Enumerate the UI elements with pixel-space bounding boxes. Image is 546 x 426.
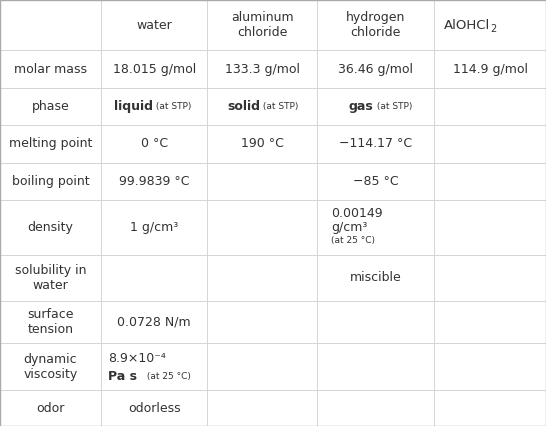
Bar [101,50,207,88]
Text: −85 °C: −85 °C [353,175,398,188]
Bar [434,88,546,125]
Bar [0,50,101,88]
Text: gas: gas [349,100,374,113]
Text: 8.9×10⁻⁴: 8.9×10⁻⁴ [109,352,167,365]
Bar [0,301,101,343]
Text: 99.9839 °C: 99.9839 °C [119,175,189,188]
Bar [0,88,101,125]
Text: (at STP): (at STP) [260,102,299,111]
Bar [434,0,546,50]
Bar [434,200,546,255]
Bar [0,125,101,163]
Bar [434,390,546,426]
Text: water: water [136,19,172,32]
Text: boiling point: boiling point [11,175,90,188]
Bar [207,343,317,390]
Text: AlOHCl: AlOHCl [444,19,490,32]
Text: 2: 2 [490,24,496,34]
Bar [317,125,434,163]
Bar [207,88,317,125]
Bar [101,255,207,301]
Bar [101,200,207,255]
Bar [317,200,434,255]
Text: (at STP): (at STP) [374,102,412,111]
Text: (at 25 °C): (at 25 °C) [331,236,375,245]
Bar [101,390,207,426]
Bar [0,390,101,426]
Text: aluminum
chloride: aluminum chloride [231,11,293,39]
Bar [434,50,546,88]
Text: 36.46 g/mol: 36.46 g/mol [338,63,413,75]
Bar [317,163,434,200]
Text: melting point: melting point [9,138,92,150]
Bar [434,163,546,200]
Bar [317,390,434,426]
Bar [434,125,546,163]
Text: hydrogen
chloride: hydrogen chloride [346,11,405,39]
Text: (at STP): (at STP) [152,102,191,111]
Bar [101,163,207,200]
Bar [207,390,317,426]
Text: solubility in
water: solubility in water [15,264,86,292]
Bar [207,0,317,50]
Bar [0,163,101,200]
Text: miscible: miscible [349,271,401,284]
Bar [101,125,207,163]
Bar [317,343,434,390]
Text: molar mass: molar mass [14,63,87,75]
Text: surface
tension: surface tension [27,308,74,336]
Bar [317,0,434,50]
Text: 190 °C: 190 °C [241,138,283,150]
Bar [317,50,434,88]
Text: odor: odor [37,402,64,414]
Text: liquid: liquid [114,100,152,113]
Bar [317,255,434,301]
Bar [207,255,317,301]
Text: Pa s: Pa s [109,370,138,383]
Bar [434,255,546,301]
Text: solid: solid [228,100,260,113]
Text: 0.00149: 0.00149 [331,207,382,220]
Bar [101,88,207,125]
Text: 18.015 g/mol: 18.015 g/mol [112,63,196,75]
Bar [101,301,207,343]
Bar [207,163,317,200]
Text: odorless: odorless [128,402,181,414]
Text: 1 g/cm³: 1 g/cm³ [130,221,179,234]
Bar [317,301,434,343]
Text: 0 °C: 0 °C [141,138,168,150]
Text: (at 25 °C): (at 25 °C) [144,372,191,381]
Text: 0.0728 N/m: 0.0728 N/m [117,316,191,328]
Bar [0,200,101,255]
Bar [207,200,317,255]
Bar [207,125,317,163]
Bar [434,343,546,390]
Text: phase: phase [32,100,69,113]
Text: −114.17 °C: −114.17 °C [339,138,412,150]
Text: 114.9 g/mol: 114.9 g/mol [453,63,527,75]
Bar [0,255,101,301]
Bar [101,0,207,50]
Text: dynamic
viscosity: dynamic viscosity [23,353,78,381]
Bar [207,301,317,343]
Bar [0,0,101,50]
Text: g/cm³: g/cm³ [331,221,367,234]
Text: 133.3 g/mol: 133.3 g/mol [224,63,300,75]
Bar [317,88,434,125]
Bar [207,50,317,88]
Bar [0,343,101,390]
Text: density: density [27,221,74,234]
Bar [101,343,207,390]
Bar [434,301,546,343]
